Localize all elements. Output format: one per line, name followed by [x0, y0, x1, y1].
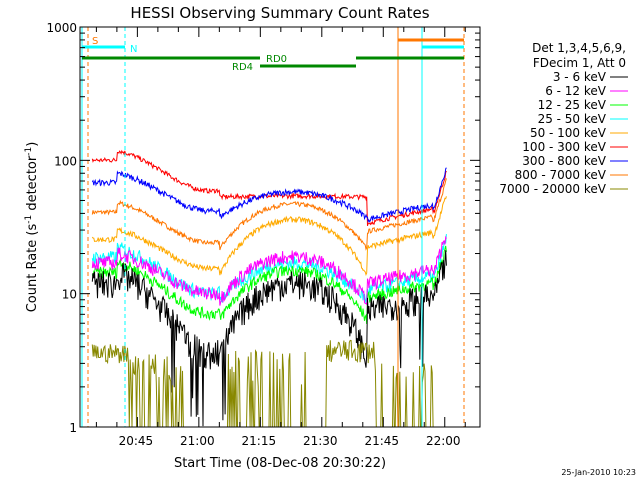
- rd4-label: RD4: [232, 62, 253, 73]
- legend-label: 300 - 800 keV: [522, 154, 606, 168]
- series-line-800-7000keV: [91, 178, 447, 251]
- series-line-12-25keV: [91, 245, 447, 325]
- annotation-layer: S N RD0 RD4: [81, 27, 465, 427]
- y-axis-label: Count Rate (s-1 detector-1): [24, 142, 40, 313]
- y-axis: 1 10 100 1000: [46, 21, 480, 435]
- series-line-7000-20000keV: [91, 339, 447, 428]
- series-line-300-800keV: [91, 167, 447, 223]
- saa-label: S: [92, 36, 98, 47]
- x-tick-label: 21:45: [364, 434, 399, 448]
- legend-label: 50 - 100 keV: [530, 126, 607, 140]
- rd0-label: RD0: [266, 54, 287, 65]
- night-label: N: [130, 44, 137, 55]
- y-tick-label: 1: [69, 421, 77, 435]
- legend-label: 25 - 50 keV: [538, 112, 607, 126]
- plot-frame: [79, 26, 481, 428]
- y-tick-label: 10: [62, 288, 77, 302]
- series-line-6-12keV: [91, 235, 447, 306]
- x-tick-label: 21:30: [303, 434, 338, 448]
- legend-label: 3 - 6 keV: [553, 70, 607, 84]
- legend-label: 12 - 25 keV: [538, 98, 607, 112]
- x-tick-label: 21:15: [242, 434, 277, 448]
- legend-header-line-2: FDecim 1, Att 0: [533, 56, 626, 70]
- y-tick-label: 100: [54, 154, 77, 168]
- series-line-100-300keV: [91, 149, 447, 227]
- x-tick-label: 20:45: [119, 434, 154, 448]
- chart-title: HESSI Observing Summary Count Rates: [130, 4, 429, 22]
- x-axis-label: Start Time (08-Dec-08 20:30:22): [174, 456, 386, 471]
- x-tick-label: 21:00: [180, 434, 215, 448]
- x-tick-label: 22:00: [426, 434, 461, 448]
- series-line-3-6keV: [91, 250, 447, 427]
- y-tick-label: 1000: [46, 21, 77, 35]
- series-curves: [91, 149, 447, 428]
- legend-label: 6 - 12 keV: [545, 84, 607, 98]
- footer-date: 25-Jan-2010 10:23: [561, 468, 636, 477]
- legend: Det 1,3,4,5,6,9, FDecim 1, Att 0 3 - 6 k…: [499, 41, 628, 196]
- legend-header-line-1: Det 1,3,4,5,6,9,: [532, 41, 626, 55]
- legend-label: 800 - 7000 keV: [515, 168, 607, 182]
- legend-label: 7000 - 20000 keV: [499, 182, 606, 196]
- legend-label: 100 - 300 keV: [522, 140, 606, 154]
- x-axis: 20:45 21:00 21:15 21:30 21:45 22:00: [95, 27, 466, 448]
- series-line-50-100keV: [91, 196, 447, 277]
